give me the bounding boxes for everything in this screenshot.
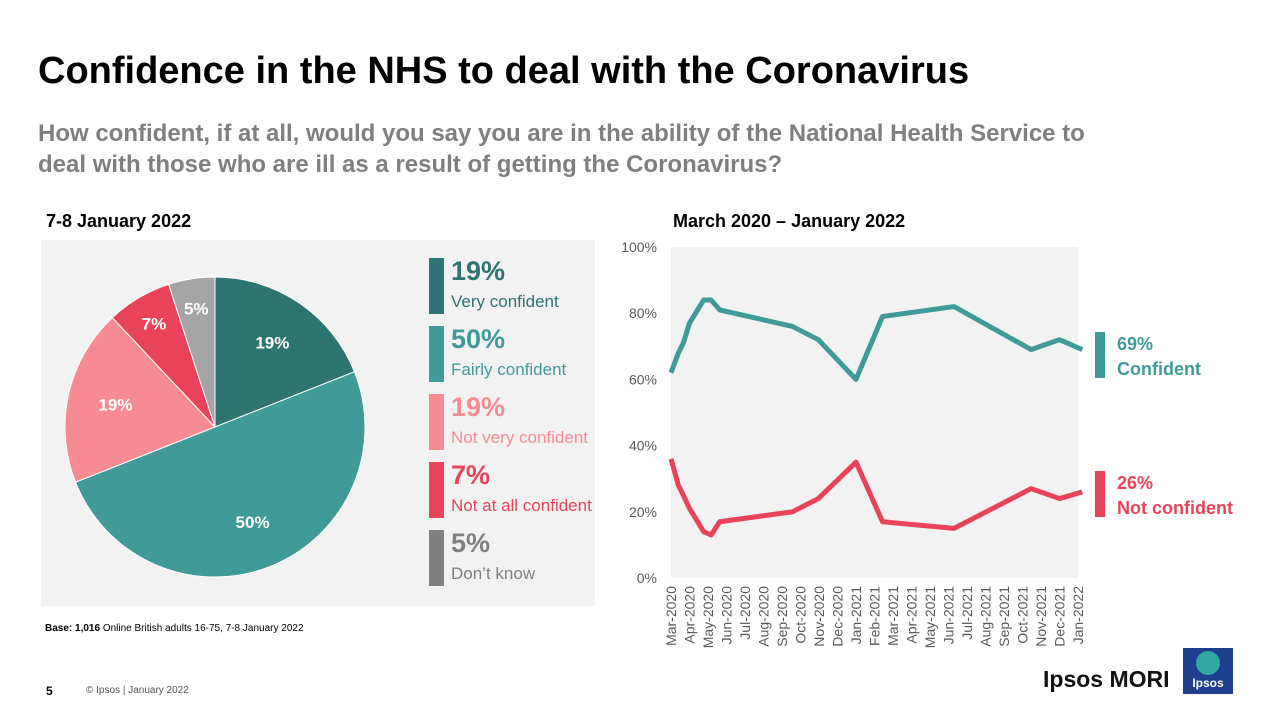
pie-panel: 19% 50% 19% 7% 5% 19% Very confident 50% Fairly… <box>41 240 595 606</box>
end-value: 26% <box>1117 473 1154 493</box>
legend-label: Not very confident <box>451 428 589 447</box>
legend-label: Not at all confident <box>451 496 592 515</box>
pie-slice <box>64 316 216 483</box>
y-tick-label: 0% <box>637 570 657 586</box>
page-number: 5 <box>46 684 53 698</box>
x-tick-label: Nov-2020 <box>811 586 827 647</box>
x-tick-label: Jan-2022 <box>1070 586 1086 645</box>
slice-label: 50% <box>236 513 270 532</box>
legend-label: Fairly confident <box>451 360 567 379</box>
x-tick-label: May-2021 <box>922 586 938 648</box>
x-tick-label: Oct-2020 <box>793 586 809 644</box>
y-tick-label: 60% <box>629 371 657 387</box>
y-tick-label: 100% <box>621 239 657 255</box>
x-tick-label: Oct-2021 <box>1015 586 1031 644</box>
page-title: Confidence in the NHS to deal with the C… <box>38 50 970 92</box>
slice-label: 5% <box>184 299 209 318</box>
x-tick-label: Sep-2021 <box>996 586 1012 647</box>
x-tick-label: Jun-2021 <box>941 586 957 645</box>
page-subtitle: How confident, if at all, would you say … <box>38 120 1085 178</box>
legend-swatch <box>429 326 444 382</box>
x-tick-label: Apr-2020 <box>682 586 698 644</box>
y-tick-label: 20% <box>629 504 657 520</box>
legend-swatch <box>1095 332 1105 378</box>
series-line-confident <box>668 297 1084 382</box>
pie-slice <box>214 276 356 428</box>
x-tick-label: Feb-2021 <box>867 586 883 646</box>
end-value: 69% <box>1117 334 1154 354</box>
x-tick-label: Jul-2020 <box>737 586 753 640</box>
x-tick-label: Mar-2021 <box>885 586 901 646</box>
x-tick-label: Dec-2020 <box>830 586 846 647</box>
legend-percent: 7% <box>451 460 491 490</box>
plot-area <box>671 247 1078 578</box>
base-note: Base: 1,016 Online British adults 16-75,… <box>45 623 304 634</box>
line-chart-title: March 2020 – January 2022 <box>673 211 906 231</box>
x-tick-label: Aug-2021 <box>978 586 994 647</box>
legend-swatch <box>429 258 444 314</box>
legend-label: Don’t know <box>451 564 536 583</box>
ipsos-logo: Ipsos <box>1183 648 1233 694</box>
y-tick-label: 80% <box>629 305 657 321</box>
x-tick-label: Aug-2020 <box>756 586 772 647</box>
legend-percent: 19% <box>451 256 506 286</box>
x-tick-label: Jun-2020 <box>719 586 735 645</box>
x-tick-label: May-2020 <box>700 586 716 648</box>
legend-percent: 19% <box>451 392 506 422</box>
legend-swatch <box>429 394 444 450</box>
x-tick-label: Jan-2021 <box>848 586 864 645</box>
x-tick-label: Nov-2021 <box>1033 586 1049 647</box>
legend-percent: 50% <box>451 324 506 354</box>
slice-label: 7% <box>142 315 167 334</box>
copyright: © Ipsos | January 2022 <box>86 685 189 696</box>
pie-chart-title: 7-8 January 2022 <box>46 211 192 231</box>
brand-name: Ipsos MORI <box>1043 666 1170 692</box>
base-text: Online British adults 16-75, 7-8 January… <box>100 623 304 634</box>
x-tick-label: Apr-2021 <box>904 586 920 644</box>
legend-swatch <box>429 530 444 586</box>
pie-slice <box>168 276 216 428</box>
series-name: Confident <box>1117 359 1201 379</box>
x-tick-label: Sep-2020 <box>774 586 790 647</box>
series-name: Not confident <box>1117 498 1233 518</box>
slice-label: 19% <box>98 396 132 415</box>
legend-label: Very confident <box>451 292 559 311</box>
y-tick-label: 40% <box>629 438 657 454</box>
legend-swatch <box>1095 471 1105 517</box>
pie-chart: 19% 50% 19% 7% 5% <box>64 276 366 578</box>
legend-swatch <box>429 462 444 518</box>
series-line-not-confident <box>668 458 1084 538</box>
slice-label: 19% <box>255 334 289 353</box>
legend-percent: 5% <box>451 528 491 558</box>
x-tick-label: Dec-2021 <box>1052 586 1068 647</box>
x-tick-label: Mar-2020 <box>663 586 679 646</box>
line-chart: 0%20%40%60%80%100%Mar-2020 Apr-2020 May-20… <box>621 239 1086 648</box>
pie-slice <box>74 371 366 578</box>
x-tick-label: Jul-2021 <box>959 586 975 640</box>
base-bold: Base: 1,016 <box>45 623 101 634</box>
